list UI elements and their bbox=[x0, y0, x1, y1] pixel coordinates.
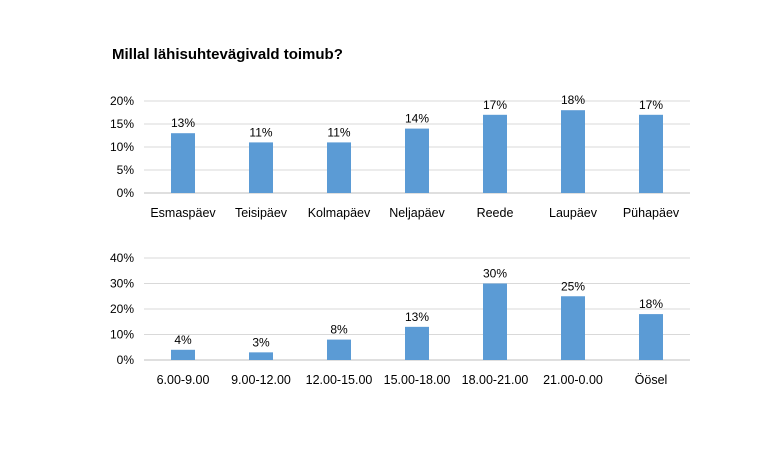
chart2-data-label: 18% bbox=[639, 297, 663, 311]
chart1-bar bbox=[561, 110, 585, 193]
chart1-ytick-label: 10% bbox=[110, 140, 134, 154]
chart1-ytick-label: 15% bbox=[110, 117, 134, 131]
chart2-ytick-label: 20% bbox=[110, 302, 134, 316]
chart2-category-label: 15.00-18.00 bbox=[384, 373, 451, 387]
chart2-ytick-label: 10% bbox=[110, 328, 134, 342]
chart1-bar bbox=[327, 142, 351, 193]
chart1-category-label: Laupäev bbox=[549, 206, 598, 220]
chart2-bar bbox=[405, 326, 429, 360]
chart2-bar bbox=[171, 349, 195, 360]
chart2-data-label: 30% bbox=[483, 267, 507, 281]
chart1-ytick-label: 20% bbox=[110, 94, 134, 108]
chart1-data-label: 18% bbox=[561, 93, 585, 107]
chart1-bar bbox=[483, 114, 507, 193]
chart1-category-label: Kolmapäev bbox=[308, 206, 371, 220]
chart2-data-label: 25% bbox=[561, 279, 585, 293]
chart2-category-label: 9.00-12.00 bbox=[231, 373, 291, 387]
chart1-category-label: Reede bbox=[477, 206, 514, 220]
chart1-ytick-label: 0% bbox=[117, 186, 135, 200]
chart1-data-label: 14% bbox=[405, 112, 429, 126]
chart2-category-label: 18.00-21.00 bbox=[462, 373, 529, 387]
chart-title: Millal lähisuhtevägivald toimub? bbox=[112, 46, 343, 63]
chart2-bar bbox=[561, 296, 585, 360]
chart2-data-label: 4% bbox=[174, 333, 192, 347]
chart1-bar bbox=[249, 142, 273, 193]
chart1-category-label: Esmaspäev bbox=[150, 206, 216, 220]
chart2-ytick-label: 40% bbox=[110, 251, 134, 265]
chart2-data-label: 13% bbox=[405, 310, 429, 324]
chart1-data-label: 17% bbox=[639, 98, 663, 112]
chart1-bar bbox=[639, 114, 663, 193]
chart2-bar bbox=[327, 339, 351, 360]
chart2-category-label: Öösel bbox=[635, 373, 668, 387]
chart2-bar bbox=[639, 314, 663, 360]
chart2-data-label: 8% bbox=[330, 323, 348, 337]
chart1-data-label: 11% bbox=[327, 125, 350, 139]
chart2-ytick-label: 30% bbox=[110, 277, 134, 291]
chart1-bar bbox=[171, 133, 195, 193]
chart1-category-label: Teisipäev bbox=[235, 206, 288, 220]
chart1-category-label: Neljapäev bbox=[389, 206, 445, 220]
chart2-category-label: 12.00-15.00 bbox=[306, 373, 373, 387]
chart2-ytick-label: 0% bbox=[117, 353, 135, 367]
chart1-category-label: Pühapäev bbox=[623, 206, 680, 220]
chart1-ytick-label: 5% bbox=[117, 163, 135, 177]
chart1-data-label: 17% bbox=[483, 98, 507, 112]
chart2-category-label: 6.00-9.00 bbox=[157, 373, 210, 387]
chart2-bar bbox=[483, 283, 507, 360]
chart2-data-label: 3% bbox=[252, 335, 270, 349]
chart1-data-label: 13% bbox=[171, 116, 195, 130]
chart1-bar bbox=[405, 128, 429, 193]
chart1-data-label: 11% bbox=[249, 125, 272, 139]
chart2-category-label: 21.00-0.00 bbox=[543, 373, 603, 387]
chart2-bar bbox=[249, 352, 273, 360]
